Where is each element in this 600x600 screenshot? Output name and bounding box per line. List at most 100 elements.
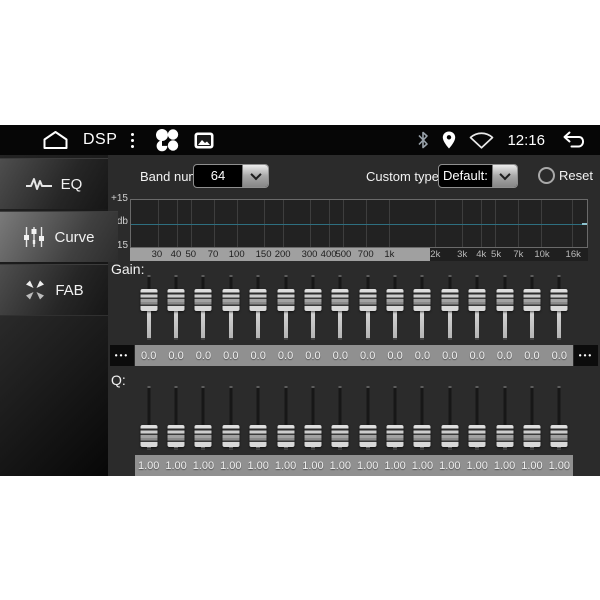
q-slider-handle[interactable] — [523, 424, 541, 447]
gain-slider-handle[interactable] — [413, 289, 431, 312]
gain-slider-handle[interactable] — [523, 289, 541, 312]
apps-clover-icon[interactable] — [154, 128, 180, 152]
gain-slider-handle[interactable] — [441, 289, 459, 312]
q-slider[interactable] — [354, 384, 381, 455]
q-slider-handle[interactable] — [441, 424, 459, 447]
q-slider[interactable] — [272, 384, 299, 455]
gain-slider-handle[interactable] — [167, 289, 185, 312]
chevron-down-icon[interactable] — [491, 165, 517, 187]
gain-slider-handle[interactable] — [496, 289, 514, 312]
gain-sliders-row — [135, 273, 573, 345]
q-slider-handle[interactable] — [167, 424, 185, 447]
home-icon[interactable] — [42, 130, 69, 150]
gain-slider[interactable] — [518, 273, 545, 345]
gain-slider[interactable] — [327, 273, 354, 345]
q-slider[interactable] — [546, 384, 573, 455]
gain-slider[interactable] — [217, 273, 244, 345]
gain-slider[interactable] — [299, 273, 326, 345]
q-value: 1.00 — [493, 459, 516, 472]
gain-slider-track — [420, 300, 425, 340]
q-slider[interactable] — [436, 384, 463, 455]
gain-slider-handle[interactable] — [331, 289, 349, 312]
q-slider-handle[interactable] — [550, 424, 568, 447]
q-slider-track — [201, 386, 205, 436]
q-slider-handle[interactable] — [140, 424, 158, 447]
gain-slider[interactable] — [354, 273, 381, 345]
gain-slider-track — [256, 275, 260, 301]
q-slider[interactable] — [162, 384, 189, 455]
q-slider-handle[interactable] — [468, 424, 486, 447]
reset-radio[interactable] — [538, 167, 555, 184]
q-slider[interactable] — [464, 384, 491, 455]
q-slider[interactable] — [245, 384, 272, 455]
gain-slider-handle[interactable] — [140, 289, 158, 312]
wifi-icon — [469, 131, 494, 149]
chevron-down-icon[interactable] — [242, 165, 268, 187]
frequency-axis: 30 40 50 70 100 150 200 300 400 500 700 1k 2k 3k 4k 5k 7… — [130, 248, 588, 261]
q-slider-handle[interactable] — [331, 424, 349, 447]
q-slider-handle[interactable] — [413, 424, 431, 447]
gain-slider-handle[interactable] — [386, 289, 404, 312]
gain-scroll-left-button[interactable]: ••• — [110, 345, 134, 366]
band-num-dropdown[interactable]: 64 — [193, 164, 269, 188]
gain-slider-track — [447, 300, 452, 340]
q-slider-handle[interactable] — [222, 424, 240, 447]
gain-slider-handle[interactable] — [194, 289, 212, 312]
gain-value: 0.0 — [414, 349, 431, 362]
gain-slider[interactable] — [491, 273, 518, 345]
gain-value: 0.0 — [551, 349, 567, 362]
q-slider[interactable] — [491, 384, 518, 455]
q-slider-handle[interactable] — [249, 424, 267, 447]
q-slider-handle[interactable] — [359, 424, 377, 447]
gain-slider-track — [338, 300, 343, 340]
q-slider[interactable] — [217, 384, 244, 455]
gain-slider-handle[interactable] — [222, 289, 240, 312]
gain-slider[interactable] — [464, 273, 491, 345]
sidebar-item-fab[interactable]: FAB — [0, 264, 108, 315]
y-axis-label-bottom: -15 — [113, 240, 128, 251]
q-slider-handle[interactable] — [304, 424, 322, 447]
gain-slider-handle[interactable] — [277, 289, 295, 312]
q-value: 1.00 — [137, 459, 160, 472]
q-slider[interactable] — [518, 384, 545, 455]
q-slider[interactable] — [381, 384, 408, 455]
gain-slider[interactable] — [381, 273, 408, 345]
gain-slider[interactable] — [135, 273, 162, 345]
q-slider-handle[interactable] — [386, 424, 404, 447]
gain-slider-handle[interactable] — [550, 289, 568, 312]
gain-slider-handle[interactable] — [249, 289, 267, 312]
reset-label: Reset — [559, 168, 593, 183]
gain-slider-handle[interactable] — [304, 289, 322, 312]
eq-response-plot[interactable] — [130, 199, 588, 248]
q-value: 1.00 — [192, 459, 215, 472]
sidebar-item-curve[interactable]: Curve — [0, 211, 118, 262]
gain-slider[interactable] — [409, 273, 436, 345]
gain-scroll-right-button[interactable]: ••• — [574, 345, 598, 366]
sidebar-item-eq[interactable]: EQ — [0, 158, 108, 209]
gallery-icon[interactable] — [194, 132, 214, 149]
gain-slider-handle[interactable] — [359, 289, 377, 312]
gain-slider[interactable] — [245, 273, 272, 345]
q-slider[interactable] — [409, 384, 436, 455]
q-slider[interactable] — [299, 384, 326, 455]
gain-slider[interactable] — [162, 273, 189, 345]
gain-slider[interactable] — [546, 273, 573, 345]
q-slider-handle[interactable] — [496, 424, 514, 447]
four-petal-arrows-icon — [24, 279, 46, 301]
q-slider-handle[interactable] — [194, 424, 212, 447]
custom-type-dropdown[interactable]: Default: — [438, 164, 518, 188]
overflow-menu-icon[interactable] — [131, 132, 135, 148]
gain-slider[interactable] — [436, 273, 463, 345]
q-slider[interactable] — [135, 384, 162, 455]
gain-slider-handle[interactable] — [468, 289, 486, 312]
back-icon[interactable] — [558, 131, 588, 150]
q-slider[interactable] — [190, 384, 217, 455]
gain-slider-track — [256, 300, 261, 340]
q-slider[interactable] — [327, 384, 354, 455]
gain-slider[interactable] — [272, 273, 299, 345]
q-slider-track — [420, 386, 424, 436]
freq-tick-label: 300 — [301, 249, 318, 260]
q-slider-handle[interactable] — [277, 424, 295, 447]
gain-slider[interactable] — [190, 273, 217, 345]
freq-tick-label: 2k — [430, 249, 441, 260]
